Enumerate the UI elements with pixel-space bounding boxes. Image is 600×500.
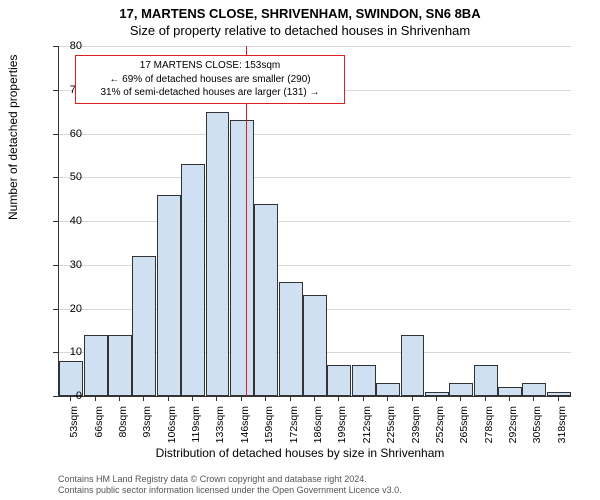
x-tick-mark [558, 396, 559, 401]
y-tick-label: 20 [54, 303, 82, 315]
y-tick-label: 60 [54, 128, 82, 140]
y-tick-label: 50 [54, 171, 82, 183]
y-axis-label: Number of detached properties [6, 55, 20, 220]
y-tick-mark [53, 90, 58, 91]
x-tick-mark [509, 396, 510, 401]
y-tick-label: 80 [54, 40, 82, 52]
histogram-bar [254, 204, 278, 397]
x-tick-mark [265, 396, 266, 401]
y-tick-mark [53, 177, 58, 178]
attribution-line-2: Contains public sector information licen… [58, 485, 402, 496]
histogram-bar [352, 365, 376, 396]
histogram-bar [376, 383, 400, 396]
histogram-bar [206, 112, 230, 396]
histogram-bar [157, 195, 181, 396]
histogram-bar [547, 392, 571, 396]
x-tick-mark [338, 396, 339, 401]
x-tick-mark [436, 396, 437, 401]
grid-line [59, 221, 571, 222]
histogram-bar [279, 282, 303, 396]
x-tick-mark [460, 396, 461, 401]
y-tick-mark [53, 396, 58, 397]
histogram-bar [425, 392, 449, 396]
x-tick-mark [387, 396, 388, 401]
annotation-line-1: 17 MARTENS CLOSE: 153sqm [82, 59, 338, 73]
x-tick-mark [168, 396, 169, 401]
histogram-bar [401, 335, 425, 396]
x-tick-mark [485, 396, 486, 401]
attribution-text: Contains HM Land Registry data © Crown c… [58, 474, 402, 497]
histogram-bar [108, 335, 132, 396]
y-tick-mark [53, 46, 58, 47]
x-tick-mark [314, 396, 315, 401]
histogram-bar [522, 383, 546, 396]
chart-subtitle: Size of property relative to detached ho… [0, 21, 600, 38]
histogram-bar [449, 383, 473, 396]
chart-title: 17, MARTENS CLOSE, SHRIVENHAM, SWINDON, … [0, 0, 600, 21]
histogram-bar [474, 365, 498, 396]
x-tick-mark [216, 396, 217, 401]
histogram-bar [181, 164, 205, 396]
y-tick-label: 30 [54, 259, 82, 271]
x-tick-mark [412, 396, 413, 401]
y-tick-label: 40 [54, 215, 82, 227]
histogram-bar [132, 256, 156, 396]
grid-line [59, 177, 571, 178]
histogram-bar [327, 365, 351, 396]
x-tick-mark [241, 396, 242, 401]
histogram-bar [498, 387, 522, 396]
y-tick-mark [53, 134, 58, 135]
x-tick-mark [192, 396, 193, 401]
annotation-line-3: 31% of semi-detached houses are larger (… [82, 86, 338, 100]
x-tick-mark [143, 396, 144, 401]
x-tick-mark [119, 396, 120, 401]
x-axis-label: Distribution of detached houses by size … [0, 446, 600, 460]
y-tick-label: 10 [54, 346, 82, 358]
grid-line [59, 134, 571, 135]
x-tick-mark [95, 396, 96, 401]
histogram-bar [230, 120, 254, 396]
y-tick-mark [53, 221, 58, 222]
annotation-line-2: ← 69% of detached houses are smaller (29… [82, 73, 338, 87]
y-tick-mark [53, 352, 58, 353]
grid-line [59, 46, 571, 47]
attribution-line-1: Contains HM Land Registry data © Crown c… [58, 474, 402, 485]
x-tick-mark [533, 396, 534, 401]
annotation-box: 17 MARTENS CLOSE: 153sqm← 69% of detache… [75, 55, 345, 104]
histogram-bar [303, 295, 327, 396]
x-tick-mark [70, 396, 71, 401]
y-tick-mark [53, 309, 58, 310]
histogram-bar [84, 335, 108, 396]
y-tick-mark [53, 265, 58, 266]
x-tick-mark [363, 396, 364, 401]
y-tick-label: 0 [54, 390, 82, 402]
x-tick-mark [290, 396, 291, 401]
